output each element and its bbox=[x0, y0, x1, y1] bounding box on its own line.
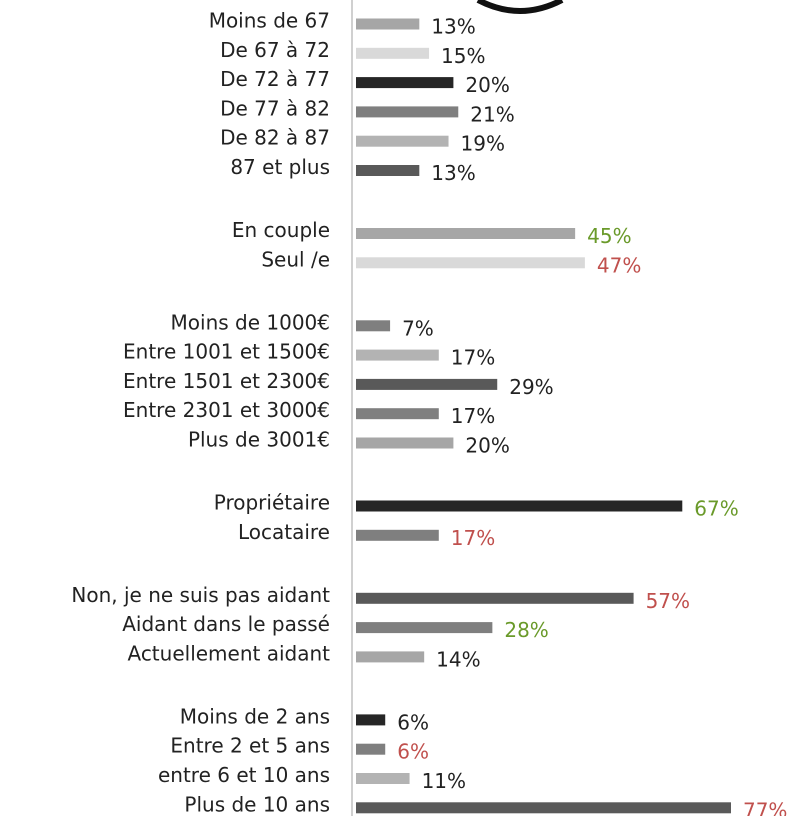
value-label: 77% bbox=[743, 798, 787, 816]
category-label: De 72 à 77 bbox=[220, 67, 330, 91]
bar bbox=[356, 349, 439, 361]
bar bbox=[356, 135, 449, 147]
bar bbox=[356, 77, 454, 89]
bar bbox=[356, 106, 459, 118]
bar bbox=[356, 773, 410, 784]
bar bbox=[356, 320, 391, 332]
bar bbox=[356, 437, 454, 449]
value-label: 15% bbox=[441, 44, 485, 68]
bar bbox=[356, 165, 420, 176]
value-label: 6% bbox=[397, 710, 429, 734]
bar bbox=[356, 802, 731, 814]
category-label: Plus de 3001€ bbox=[188, 428, 330, 452]
category-label: Moins de 2 ans bbox=[180, 704, 330, 728]
bar bbox=[356, 408, 439, 420]
bar bbox=[356, 622, 493, 634]
bar bbox=[356, 257, 585, 269]
value-label: 13% bbox=[431, 161, 475, 185]
bar bbox=[356, 500, 683, 512]
value-label: 17% bbox=[451, 404, 495, 428]
value-label: 19% bbox=[461, 132, 505, 156]
value-label: 28% bbox=[504, 618, 548, 642]
value-label: 45% bbox=[587, 224, 631, 248]
value-label: 7% bbox=[402, 316, 434, 340]
bar bbox=[356, 743, 386, 755]
category-label: Entre 1001 et 1500€ bbox=[123, 340, 330, 364]
value-label: 67% bbox=[694, 497, 738, 521]
category-label: Locataire bbox=[238, 520, 330, 544]
value-label: 47% bbox=[597, 253, 641, 277]
logo-fragment bbox=[476, 0, 564, 14]
category-label: Propriétaire bbox=[214, 491, 330, 515]
value-label: 17% bbox=[451, 346, 495, 370]
value-label: 21% bbox=[470, 102, 514, 126]
bar bbox=[356, 378, 498, 390]
value-label: 14% bbox=[436, 647, 480, 671]
category-label: Aidant dans le passé bbox=[122, 612, 330, 636]
bar bbox=[356, 18, 420, 30]
bar bbox=[356, 228, 576, 239]
bar bbox=[356, 47, 430, 59]
category-label: Plus de 10 ans bbox=[184, 792, 330, 816]
value-label: 29% bbox=[509, 375, 553, 399]
value-label: 57% bbox=[646, 589, 690, 613]
category-label: Moins de 1000€ bbox=[171, 310, 330, 334]
category-label: De 67 à 72 bbox=[220, 38, 330, 62]
bar bbox=[356, 592, 634, 604]
bar bbox=[356, 714, 386, 726]
category-label: En couple bbox=[232, 218, 330, 242]
category-label: Entre 2 et 5 ans bbox=[170, 734, 330, 758]
value-label: 17% bbox=[451, 526, 495, 550]
category-label: Entre 1501 et 2300€ bbox=[123, 369, 330, 393]
value-label: 11% bbox=[422, 769, 466, 793]
category-label: Non, je ne suis pas aidant bbox=[71, 583, 330, 607]
value-label: 6% bbox=[397, 740, 429, 764]
category-label: 87 et plus bbox=[230, 155, 330, 179]
category-label: De 77 à 82 bbox=[220, 96, 330, 120]
value-label: 13% bbox=[431, 15, 475, 39]
value-label: 20% bbox=[465, 434, 509, 458]
category-label: De 82 à 87 bbox=[220, 126, 330, 150]
category-label: Seul /e bbox=[261, 247, 330, 271]
bar bbox=[356, 651, 425, 663]
category-label: entre 6 et 10 ans bbox=[158, 763, 330, 787]
category-label: Moins de 67 bbox=[209, 9, 330, 33]
value-label: 20% bbox=[465, 73, 509, 97]
category-label: Entre 2301 et 3000€ bbox=[123, 398, 330, 422]
bar bbox=[356, 529, 439, 541]
category-label: Actuellement aidant bbox=[127, 641, 330, 665]
